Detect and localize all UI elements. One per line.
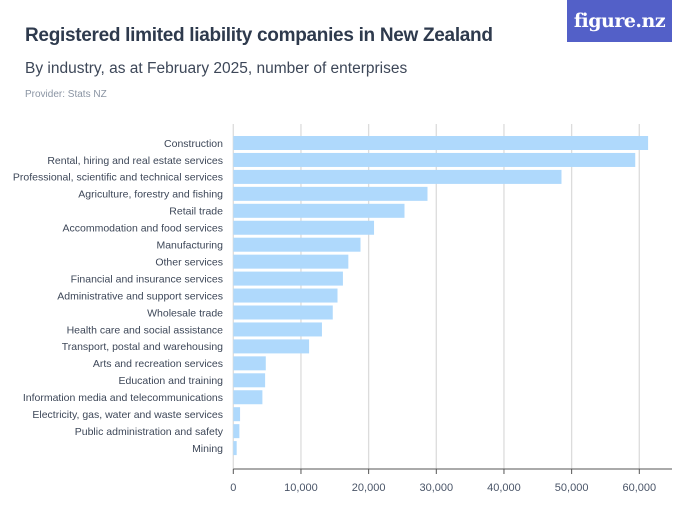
category-label: Transport, postal and warehousing: [62, 341, 223, 353]
bar: [233, 322, 322, 337]
x-tick-label: 10,000: [284, 482, 318, 494]
category-label: Electricity, gas, water and waste servic…: [32, 409, 223, 421]
x-tick-label: 60,000: [622, 482, 656, 494]
category-label: Professional, scientific and technical s…: [13, 172, 223, 184]
category-label: Arts and recreation services: [93, 358, 223, 370]
provider-label: Provider: Stats NZ: [25, 89, 107, 100]
bar: [233, 305, 333, 320]
category-label: Information media and telecommunications: [23, 392, 223, 404]
bar: [233, 407, 241, 422]
category-label: Other services: [155, 256, 223, 268]
bar: [233, 373, 266, 388]
bar: [233, 169, 562, 184]
chart-title: Registered limited liability companies i…: [25, 25, 493, 46]
bar: [233, 339, 310, 354]
bar: [233, 203, 405, 218]
x-tick-label: 0: [230, 482, 236, 494]
category-label: Accommodation and food services: [63, 223, 224, 235]
bar: [233, 356, 266, 371]
category-label: Public administration and safety: [75, 426, 224, 438]
chart-subtitle: By industry, as at February 2025, number…: [25, 60, 408, 77]
category-label: Wholesale trade: [147, 307, 223, 319]
bar: [233, 254, 349, 269]
bar: [233, 220, 375, 235]
category-label: Agriculture, forestry and fishing: [78, 189, 223, 201]
bar: [233, 152, 636, 167]
bar: [233, 424, 240, 439]
bar: [233, 186, 428, 201]
bar: [233, 441, 237, 456]
category-label: Education and training: [119, 375, 224, 387]
x-tick-label: 30,000: [419, 482, 453, 494]
category-label: Construction: [164, 138, 223, 150]
x-tick-label: 40,000: [487, 482, 521, 494]
bar: [233, 136, 649, 150]
bar: [233, 390, 263, 405]
category-label: Retail trade: [169, 206, 223, 218]
x-tick-label: 50,000: [555, 482, 589, 494]
bar: [233, 288, 338, 303]
category-label: Rental, hiring and real estate services: [47, 155, 223, 167]
x-tick-label: 20,000: [352, 482, 386, 494]
figure-nz-logo[interactable]: figure.nz: [567, 0, 672, 42]
bar: [233, 237, 361, 252]
category-label: Health care and social assistance: [67, 324, 224, 336]
category-label: Manufacturing: [156, 240, 223, 252]
category-label: Mining: [192, 443, 223, 455]
bar: [233, 271, 343, 286]
category-label: Administrative and support services: [57, 290, 223, 302]
category-label: Financial and insurance services: [71, 273, 223, 285]
